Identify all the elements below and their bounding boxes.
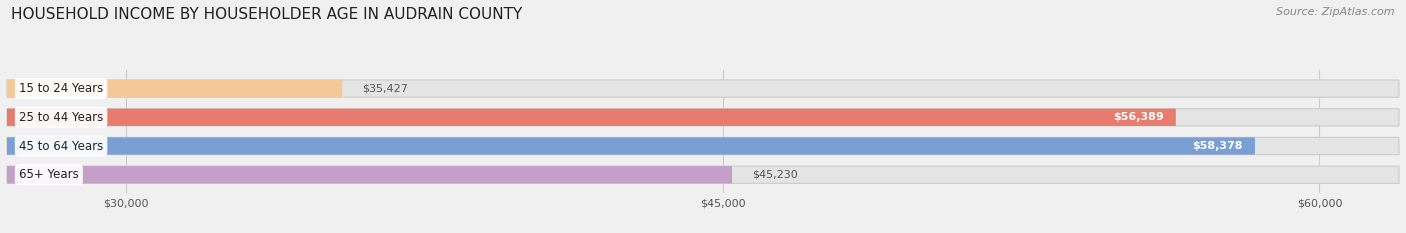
FancyBboxPatch shape [7, 166, 733, 183]
Text: 65+ Years: 65+ Years [18, 168, 79, 181]
FancyBboxPatch shape [7, 80, 342, 97]
FancyBboxPatch shape [7, 80, 1399, 97]
Text: 15 to 24 Years: 15 to 24 Years [18, 82, 103, 95]
FancyBboxPatch shape [7, 137, 1256, 155]
FancyBboxPatch shape [7, 109, 1175, 126]
Text: $35,427: $35,427 [363, 84, 408, 94]
Text: 25 to 44 Years: 25 to 44 Years [18, 111, 103, 124]
Text: $56,389: $56,389 [1114, 112, 1164, 122]
Text: $58,378: $58,378 [1192, 141, 1243, 151]
Text: 45 to 64 Years: 45 to 64 Years [18, 140, 103, 153]
FancyBboxPatch shape [7, 137, 1399, 155]
FancyBboxPatch shape [7, 109, 1399, 126]
FancyBboxPatch shape [7, 166, 1399, 183]
Text: HOUSEHOLD INCOME BY HOUSEHOLDER AGE IN AUDRAIN COUNTY: HOUSEHOLD INCOME BY HOUSEHOLDER AGE IN A… [11, 7, 523, 22]
Text: Source: ZipAtlas.com: Source: ZipAtlas.com [1277, 7, 1395, 17]
Text: $45,230: $45,230 [752, 170, 797, 180]
